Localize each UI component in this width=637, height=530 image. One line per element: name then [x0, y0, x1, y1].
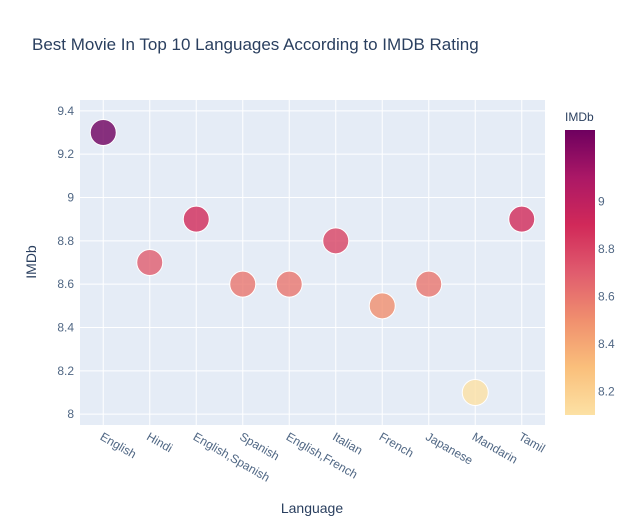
data-point[interactable]	[182, 205, 210, 233]
y-axis-ticks: 8 8.2 8.4 8.6 8.8 9 9.2 9.4	[57, 104, 74, 421]
y-tick-label: 8.2	[57, 364, 74, 378]
x-tick-label: Tamil	[516, 429, 547, 455]
data-point[interactable]	[275, 270, 303, 298]
x-axis-label: Language	[281, 500, 344, 516]
data-point[interactable]	[461, 379, 489, 406]
data-point[interactable]	[89, 119, 117, 146]
data-points	[89, 119, 536, 406]
y-tick-label: 9.2	[57, 147, 74, 161]
data-point[interactable]	[322, 227, 350, 255]
y-tick-label: 9	[67, 191, 74, 205]
x-tick-label: Italian	[330, 429, 365, 457]
data-point[interactable]	[229, 270, 257, 298]
y-tick-label: 8.6	[57, 277, 74, 291]
colorbar-tick-label: 8.6	[598, 289, 615, 303]
x-tick-label: Hindi	[144, 429, 175, 455]
x-tick-label: French	[377, 429, 416, 460]
y-axis-label: IMDb	[23, 245, 39, 279]
x-tick-label: English	[98, 429, 139, 461]
x-tick-label: Mandarin	[470, 429, 520, 466]
data-point[interactable]	[508, 205, 536, 233]
colorbar	[565, 130, 595, 415]
x-tick-label: Japanese	[423, 429, 475, 467]
chart-title: Best Movie In Top 10 Languages According…	[32, 35, 479, 54]
colorbar-title: IMDb	[565, 110, 594, 124]
data-point[interactable]	[136, 249, 164, 276]
colorbar-tick-label: 8.2	[598, 384, 615, 398]
colorbar-tick-label: 9	[598, 194, 605, 208]
y-tick-label: 8	[67, 407, 74, 421]
colorbar-tick-label: 8.4	[598, 337, 615, 351]
data-point[interactable]	[415, 270, 443, 298]
colorbar-ticks: 8.2 8.4 8.6 8.8 9	[598, 194, 615, 398]
y-tick-label: 8.8	[57, 234, 74, 248]
colorbar-tick-label: 8.8	[598, 242, 615, 256]
data-point[interactable]	[368, 292, 396, 320]
y-tick-label: 8.4	[57, 321, 74, 335]
y-tick-label: 9.4	[57, 104, 74, 118]
